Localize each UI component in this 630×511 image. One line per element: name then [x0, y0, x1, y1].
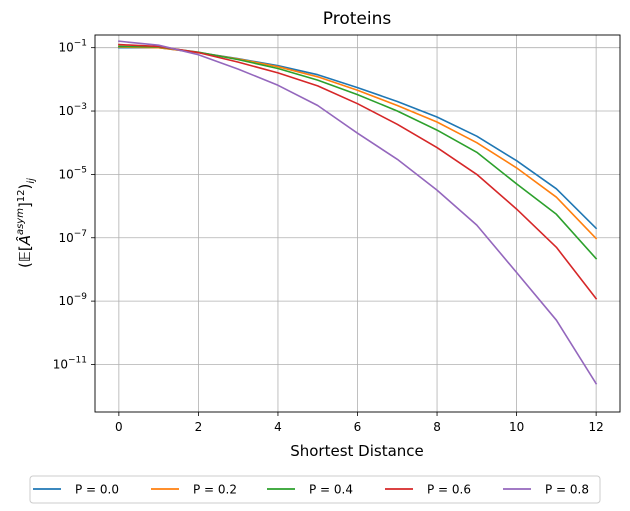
chart-title: Proteins	[323, 9, 392, 29]
x-tick-label: 10	[509, 420, 524, 434]
x-tick-label: 6	[354, 420, 362, 434]
legend: P = 0.0 P = 0.2 P = 0.4 P = 0.6 P = 0.8	[29, 475, 601, 504]
x-axis-ticks: 0 2 4 6 8 10 12	[115, 412, 604, 434]
legend-label-0: P = 0.0	[75, 483, 119, 497]
series-line-4	[118, 40, 598, 385]
y-tick-label: 10−7	[58, 229, 87, 245]
legend-label-1: P = 0.2	[193, 483, 237, 497]
y-tick-label: 10−3	[58, 102, 87, 118]
y-tick-label: 10−1	[58, 39, 87, 55]
x-tick-label: 8	[433, 420, 441, 434]
y-tick-label: 10−11	[53, 355, 87, 371]
x-tick-label: 0	[115, 420, 123, 434]
y-tick-label: 10−5	[58, 165, 87, 181]
y-axis-ticks: 10−1 10−3 10−5 10−7 10−9 10−11	[53, 39, 95, 371]
series-layer	[118, 40, 598, 385]
x-tick-label: 4	[274, 420, 282, 434]
x-tick-label: 2	[195, 420, 203, 434]
legend-label-3: P = 0.6	[427, 483, 471, 497]
legend-label-4: P = 0.8	[545, 483, 589, 497]
series-line-3	[118, 43, 598, 300]
grid-lines	[95, 35, 620, 412]
x-tick-label: 12	[588, 420, 603, 434]
legend-box	[29, 475, 601, 504]
legend-label-2: P = 0.4	[309, 483, 353, 497]
y-tick-label: 10−9	[58, 292, 87, 308]
y-axis-label: (𝔼[Âasym]12)ij	[15, 178, 37, 268]
x-axis-label: Shortest Distance	[290, 442, 424, 460]
